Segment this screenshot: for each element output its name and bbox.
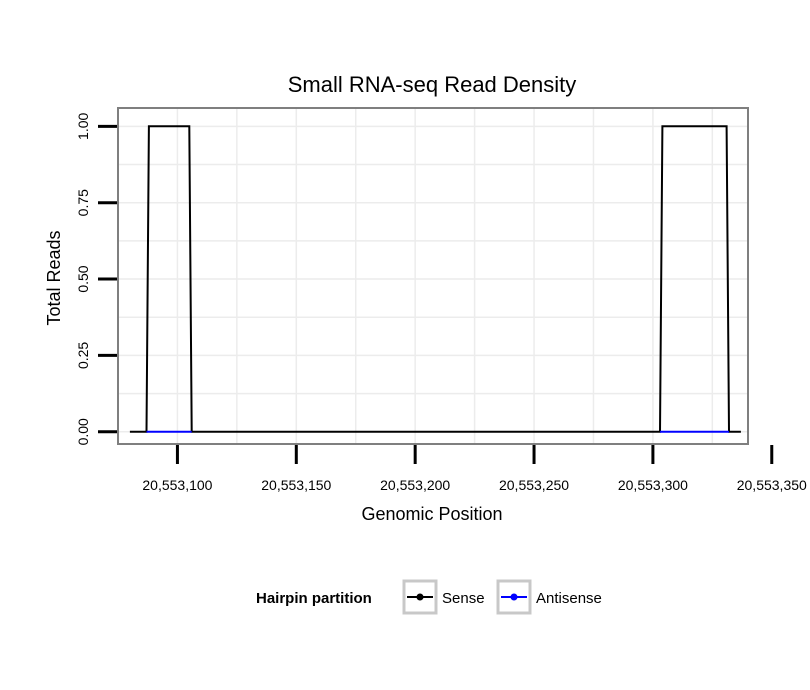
grid-lines	[117, 108, 748, 444]
y-axis: 0.00 0.25 0.50 0.75 1.00	[75, 112, 117, 445]
chart-title: Small RNA-seq Read Density	[288, 72, 577, 97]
series-sense-line	[129, 125, 741, 433]
x-axis: 20,553,100 20,553,150 20,553,200 20,553,250…	[142, 445, 807, 493]
x-tick-label: 20,553,300	[618, 477, 688, 493]
legend-title: Hairpin partition	[256, 590, 372, 607]
legend-label: Antisense	[536, 590, 602, 607]
series-layer	[129, 125, 741, 433]
plot-border	[117, 107, 749, 445]
legend-label: Sense	[442, 590, 485, 607]
x-tick-label: 20,553,200	[380, 477, 450, 493]
x-axis-label: Genomic Position	[361, 504, 502, 524]
y-tick-label: 0.50	[75, 265, 91, 292]
y-tick-label: 0.75	[75, 189, 91, 216]
legend: Hairpin partition Sense Antisense	[256, 579, 602, 615]
y-tick-label: 0.25	[75, 342, 91, 369]
x-tick-label: 20,553,150	[261, 477, 331, 493]
legend-key-point	[416, 593, 424, 601]
x-tick-label: 20,553,250	[499, 477, 569, 493]
y-tick-label: 1.00	[75, 112, 91, 139]
legend-key-point	[510, 593, 518, 601]
legend-item-antisense: Antisense	[496, 579, 602, 615]
legend-item-sense: Sense	[402, 579, 485, 615]
y-tick-label: 0.00	[75, 418, 91, 445]
y-axis-label: Total Reads	[44, 230, 64, 325]
x-tick-label: 20,553,350	[737, 477, 807, 493]
x-tick-label: 20,553,100	[142, 477, 212, 493]
